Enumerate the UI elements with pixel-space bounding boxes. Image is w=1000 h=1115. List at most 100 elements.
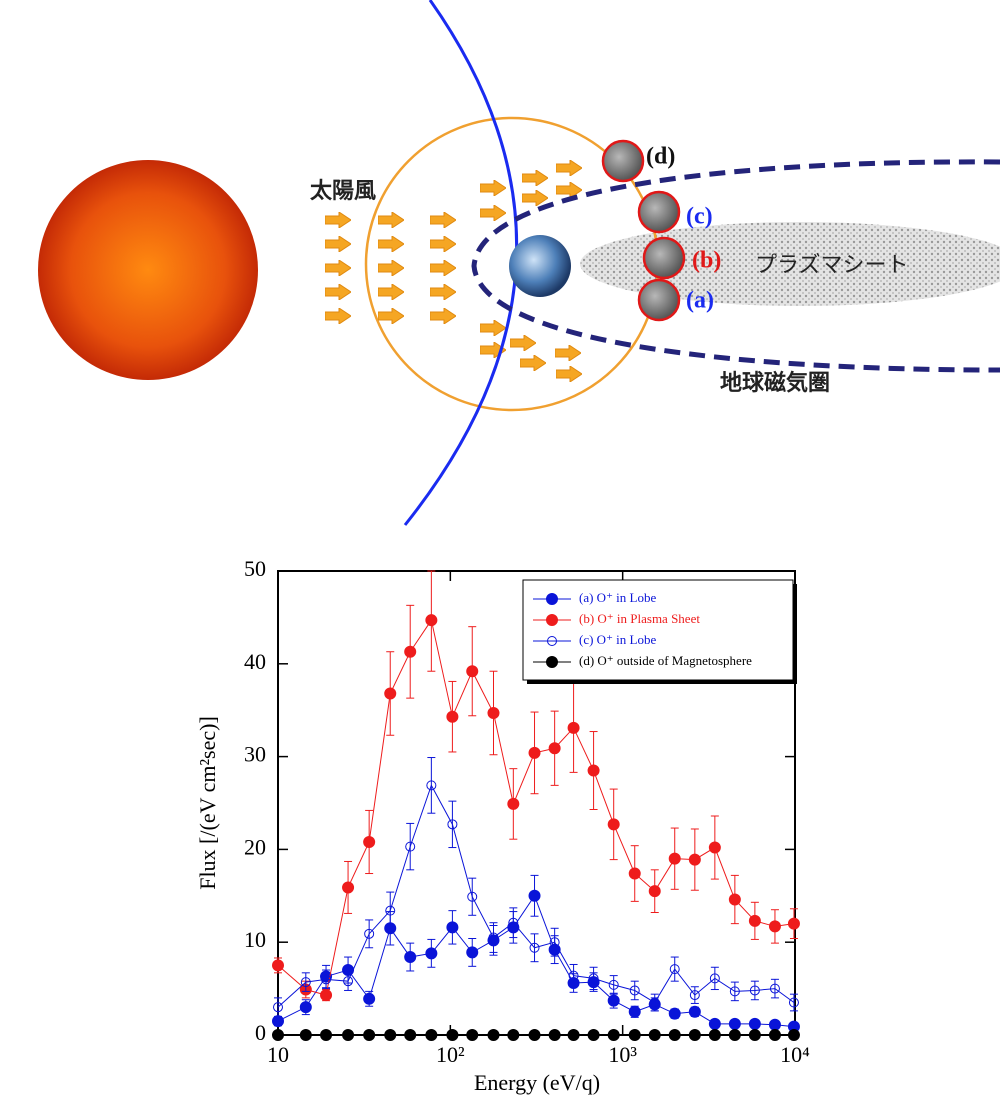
sun	[38, 160, 258, 380]
arrow	[522, 190, 548, 206]
data-point	[628, 1029, 641, 1041]
arrow	[378, 260, 404, 276]
arrow	[556, 366, 582, 382]
y-tick-label: 30	[244, 742, 266, 767]
arrow	[378, 308, 404, 324]
data-point	[629, 985, 640, 996]
data-point	[487, 706, 500, 719]
data-point	[299, 1001, 312, 1014]
data-point	[466, 946, 479, 959]
data-point	[787, 1029, 800, 1041]
data-point	[342, 881, 355, 894]
arrow	[325, 308, 351, 324]
legend-label: (d) O⁺ outside of Magnetosphere	[579, 653, 752, 668]
data-point	[669, 964, 680, 975]
arrow	[510, 335, 536, 351]
data-point	[446, 921, 459, 934]
data-point	[689, 990, 700, 1001]
arrow	[555, 345, 581, 361]
y-axis-label: Flux [/(eV cm²sec)]	[195, 716, 220, 890]
data-point	[425, 1029, 438, 1041]
data-point	[548, 742, 561, 755]
data-point	[668, 1007, 681, 1020]
label: (d)	[646, 144, 675, 170]
x-tick-label: 10	[267, 1042, 289, 1067]
arrow	[430, 212, 456, 228]
label: (a)	[686, 288, 714, 314]
data-point	[272, 1029, 284, 1041]
data-point	[768, 920, 781, 933]
data-point	[300, 977, 311, 988]
data-point	[549, 937, 560, 948]
data-point	[709, 973, 720, 984]
arrow	[430, 260, 456, 276]
arrow	[325, 260, 351, 276]
y-tick-label: 40	[244, 649, 266, 674]
data-point	[648, 1029, 661, 1041]
arrow	[480, 180, 506, 196]
data-point	[488, 932, 499, 943]
data-point	[343, 976, 354, 987]
data-point	[708, 841, 721, 854]
legend-label: (b) O⁺ in Plasma Sheet	[579, 611, 700, 626]
data-point	[769, 983, 780, 994]
data-point	[749, 985, 760, 996]
legend-label: (a) O⁺ in Lobe	[579, 590, 656, 605]
data-point	[363, 1029, 376, 1041]
data-point	[587, 1029, 600, 1041]
data-point	[587, 764, 600, 777]
data-point	[668, 1029, 681, 1041]
data-point	[728, 1029, 741, 1041]
data-point	[548, 1029, 561, 1041]
x-tick-label: 10⁴	[780, 1042, 810, 1067]
data-point	[607, 818, 620, 831]
data-point	[688, 1029, 701, 1041]
y-tick-label: 20	[244, 834, 266, 859]
data-point	[688, 853, 701, 866]
moon	[642, 236, 686, 280]
y-tick-label: 0	[255, 1020, 266, 1045]
data-point	[425, 947, 438, 960]
legend-marker	[546, 614, 558, 626]
data-point	[768, 1018, 781, 1031]
data-point	[788, 997, 799, 1008]
data-point	[467, 891, 478, 902]
data-point	[649, 997, 660, 1008]
arrow	[378, 284, 404, 300]
legend-marker	[546, 656, 558, 668]
data-point	[508, 917, 519, 928]
data-point	[320, 989, 333, 1002]
data-point	[748, 1029, 761, 1041]
data-point	[607, 1029, 620, 1041]
data-point	[320, 1029, 333, 1041]
data-point	[568, 970, 579, 981]
legend-marker	[547, 636, 557, 646]
data-point	[729, 986, 740, 997]
arrow	[556, 182, 582, 198]
arrow	[522, 170, 548, 186]
data-point	[507, 797, 520, 810]
data-point	[628, 1005, 641, 1018]
data-point	[588, 973, 599, 984]
data-point	[384, 687, 397, 700]
data-point	[299, 1029, 312, 1041]
plasma-sheet	[580, 222, 1000, 306]
data-point	[607, 994, 620, 1007]
arrow	[430, 236, 456, 252]
data-point	[446, 710, 459, 723]
data-point	[528, 1029, 541, 1041]
data-point	[748, 914, 761, 927]
data-point	[728, 1017, 741, 1030]
data-point	[404, 645, 417, 658]
label: (b)	[692, 248, 721, 274]
chart: Energy (eV/q) Flux [/(eV cm²sec)] 010203…	[195, 556, 810, 1095]
data-point	[404, 1029, 417, 1041]
data-point	[364, 928, 375, 939]
data-point	[648, 885, 661, 898]
label: (c)	[686, 204, 713, 230]
data-point	[487, 1029, 500, 1041]
data-point	[528, 889, 541, 902]
legend-label: (c) O⁺ in Lobe	[579, 632, 656, 647]
x-tick-label: 10³	[608, 1042, 637, 1067]
data-point	[768, 1029, 781, 1041]
